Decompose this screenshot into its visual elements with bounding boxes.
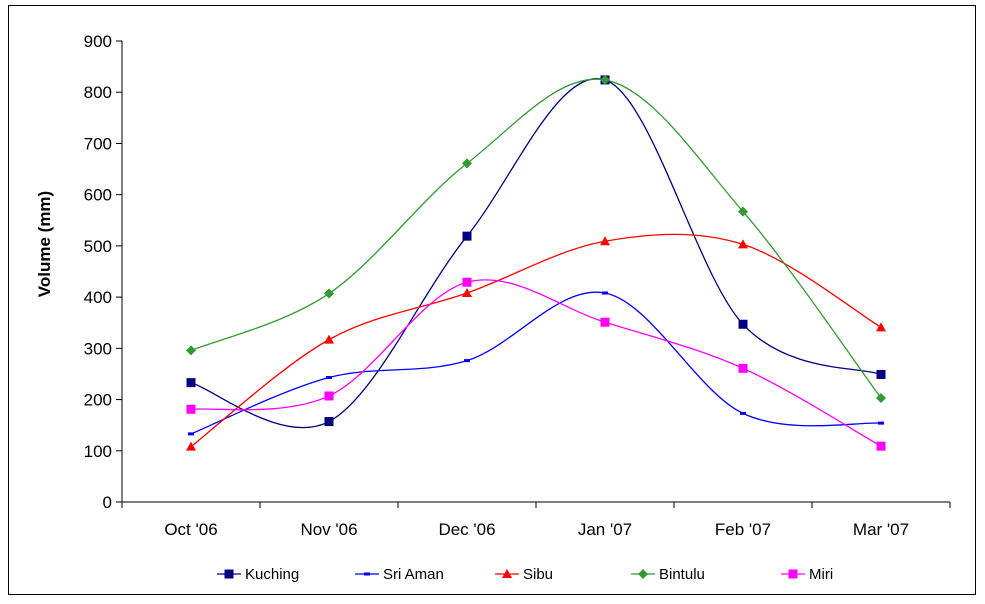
legend-label: Bintulu <box>659 566 705 583</box>
y-tick-label: 800 <box>84 83 112 102</box>
data-point-miri <box>876 441 886 451</box>
data-point-bintulu <box>876 393 886 404</box>
data-point-kuching <box>738 319 748 329</box>
data-point-bintulu <box>738 206 748 217</box>
data-point-bintulu <box>324 288 334 299</box>
legend-label: Sibu <box>523 566 553 583</box>
data-point-kuching <box>876 369 886 379</box>
y-axis-title: Volume (mm) <box>35 191 54 297</box>
series-line-bintulu <box>190 78 882 399</box>
data-point-sibu <box>600 236 610 246</box>
legend-swatch-marker <box>364 572 370 576</box>
legend-swatch-marker <box>638 569 648 579</box>
data-point-sibu <box>462 288 472 298</box>
series-line-sri-aman <box>190 291 882 435</box>
x-tick-label: Mar '07 <box>853 520 909 539</box>
series-line-miri <box>190 279 882 447</box>
legend-item-bintulu: Bintulu <box>631 566 705 583</box>
data-point-sri-aman <box>878 421 884 425</box>
x-tick-label: Jan '07 <box>578 520 632 539</box>
series-markers <box>186 74 886 451</box>
data-point-miri <box>186 404 196 414</box>
series-lines <box>190 77 882 448</box>
y-tick-label: 700 <box>84 134 112 153</box>
legend-swatch-marker <box>224 569 234 579</box>
data-point-miri <box>462 277 472 287</box>
legend-item-sri-aman: Sri Aman <box>355 566 444 583</box>
data-point-sibu <box>738 239 748 249</box>
axes: 0 100 200 300 400 500 600 700 800 900 Oct '06 Nov '… <box>84 32 951 539</box>
data-point-kuching <box>462 231 472 241</box>
data-point-bintulu <box>600 74 610 85</box>
series-line-sibu <box>190 233 882 448</box>
data-point-bintulu <box>462 158 472 169</box>
x-tick-label: Nov '06 <box>300 520 357 539</box>
y-tick-label: 300 <box>84 339 112 358</box>
series-line-kuching <box>190 77 882 429</box>
y-tick-label: 0 <box>103 493 112 512</box>
data-point-sri-aman <box>188 432 194 436</box>
data-point-sri-aman <box>326 376 332 380</box>
data-point-kuching <box>324 417 334 427</box>
legend-swatch-marker <box>502 569 512 578</box>
legend-label: Miri <box>809 566 833 583</box>
y-tick-label: 100 <box>84 442 112 461</box>
data-point-miri <box>324 391 334 401</box>
x-tick-label: Feb '07 <box>715 520 771 539</box>
y-tick-label: 200 <box>84 391 112 410</box>
data-point-sri-aman <box>464 359 470 363</box>
legend-item-kuching: Kuching <box>217 566 299 583</box>
data-point-sri-aman <box>740 411 746 415</box>
x-tick-label: Dec '06 <box>438 520 495 539</box>
data-point-miri <box>600 317 610 327</box>
legend-item-sibu: Sibu <box>495 566 553 583</box>
y-tick-label: 600 <box>84 186 112 205</box>
x-tick-label: Oct '06 <box>164 520 217 539</box>
y-tick-label: 900 <box>84 32 112 51</box>
legend-label: Sri Aman <box>383 566 444 583</box>
legend-swatch-marker <box>788 569 798 579</box>
legend-label: Kuching <box>245 566 299 583</box>
chart-area <box>8 5 976 595</box>
legend-item-miri: Miri <box>781 566 833 583</box>
data-point-kuching <box>186 378 196 388</box>
data-point-bintulu <box>186 345 196 356</box>
data-point-miri <box>738 363 748 373</box>
data-point-sibu <box>876 322 886 332</box>
data-point-sibu <box>324 334 334 344</box>
y-tick-label: 400 <box>84 288 112 307</box>
data-point-sri-aman <box>602 291 608 295</box>
data-point-sibu <box>186 441 196 451</box>
legend: Kuching Sri Aman Sibu Bintulu Miri <box>217 566 833 583</box>
y-tick-label: 500 <box>84 237 112 256</box>
